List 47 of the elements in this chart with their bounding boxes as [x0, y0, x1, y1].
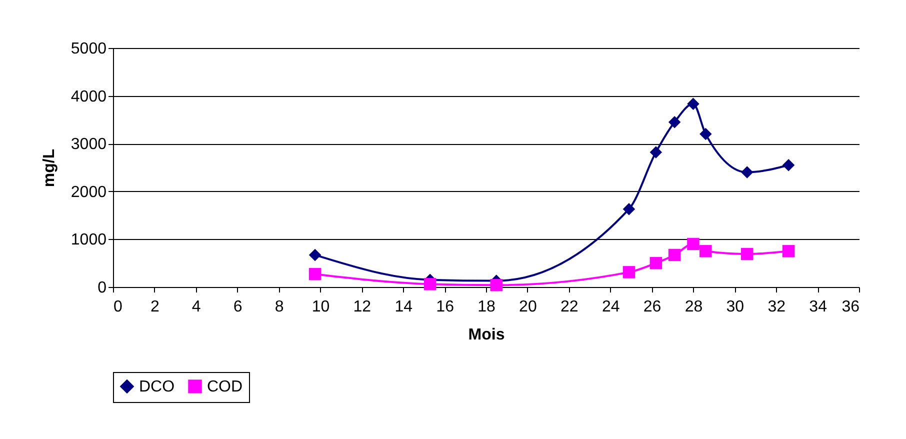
y-axis-title: mg/L — [40, 148, 58, 188]
point — [308, 268, 322, 280]
x-tick-label: 8 — [274, 298, 284, 316]
point — [687, 98, 700, 110]
point — [668, 116, 681, 128]
x-axis-title: Mois — [468, 326, 505, 344]
x-tick-label: 12 — [353, 298, 372, 316]
x-tick-label: 10 — [312, 298, 330, 316]
x-tick-label: 28 — [684, 298, 703, 316]
y-tick-label: 3000 — [70, 136, 107, 154]
x-tick-label: 4 — [192, 298, 201, 316]
point — [424, 278, 436, 290]
x-tick-label: 18 — [478, 298, 496, 316]
y-tick-label: 5000 — [70, 40, 107, 58]
x-tick-label: 2 — [150, 298, 160, 316]
y-tick-label: 4000 — [70, 88, 107, 106]
point — [622, 202, 636, 216]
y-tick-label: 2000 — [70, 184, 107, 201]
x-tick-label: 20 — [519, 298, 537, 316]
point — [782, 158, 795, 172]
x-tick-label: 14 — [394, 298, 413, 316]
x-tick-label: 30 — [726, 298, 744, 316]
x-tick-label: 24 — [602, 298, 620, 316]
point — [740, 166, 754, 178]
point — [740, 248, 754, 260]
point — [650, 256, 662, 270]
point — [700, 128, 712, 140]
point — [490, 278, 502, 292]
legend-label: COD — [207, 378, 243, 396]
point — [650, 146, 662, 158]
x-tick-label: 32 — [768, 298, 786, 316]
point — [308, 248, 322, 262]
point — [668, 248, 681, 262]
x-tick-label: 34 — [809, 298, 828, 316]
x-tick-label: 0 — [114, 298, 122, 316]
x-tick-label: 26 — [643, 298, 662, 316]
x-tick-label: 36 — [842, 298, 860, 316]
point — [622, 266, 636, 278]
y-tick-label: 0 — [98, 280, 107, 296]
point — [687, 238, 700, 250]
point — [700, 245, 712, 258]
x-tick-label: 22 — [560, 298, 578, 316]
point — [782, 245, 795, 258]
y-tick-label: 1000 — [70, 232, 107, 249]
x-tick-label: 16 — [436, 298, 454, 316]
x-tick-label: 6 — [233, 298, 242, 316]
legend-label: DCO — [139, 378, 175, 396]
